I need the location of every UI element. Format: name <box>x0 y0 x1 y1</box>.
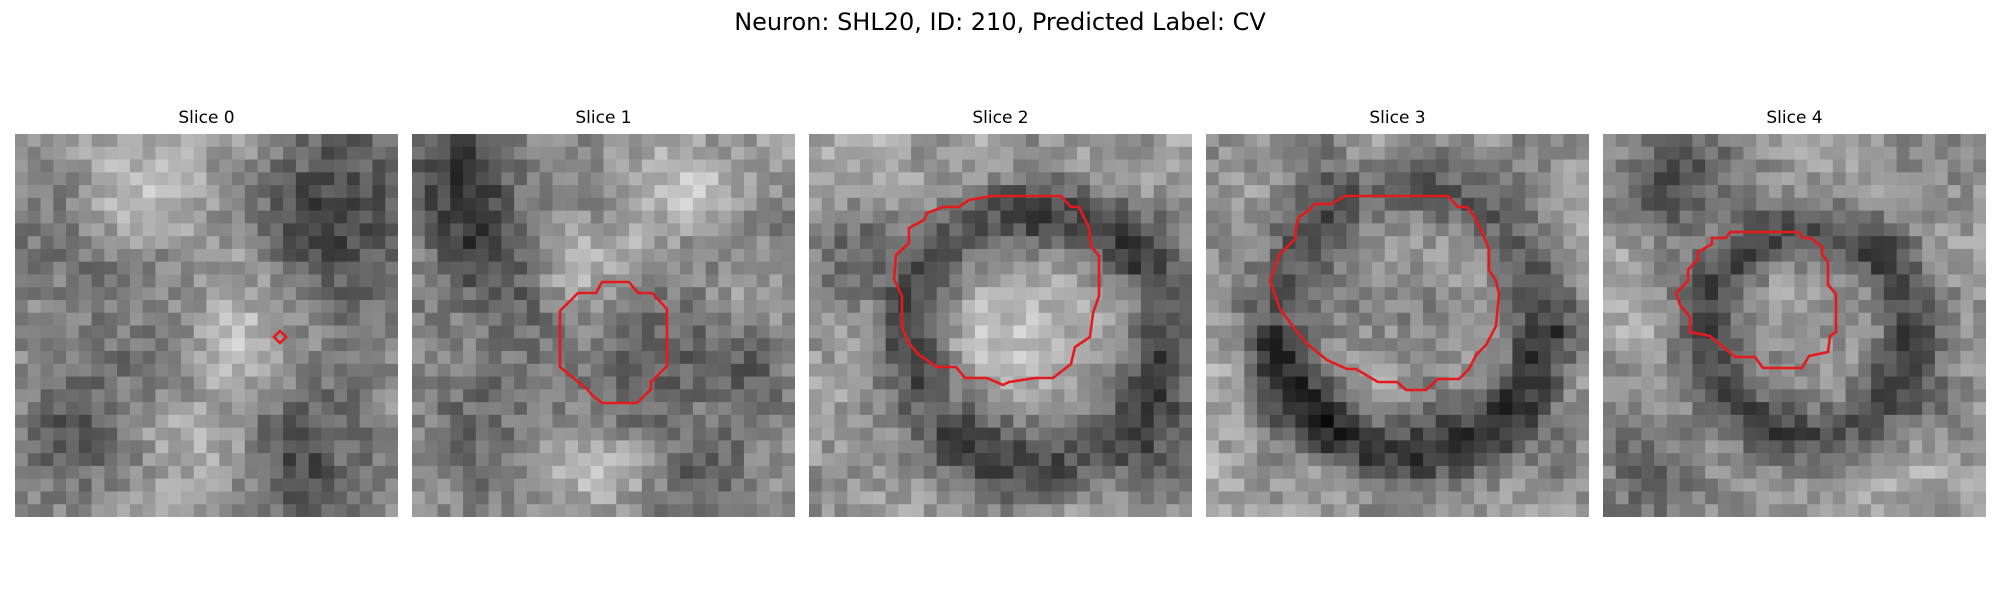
predicted-contour-slice-2 <box>892 194 1101 387</box>
slice-3-image <box>1206 134 1589 517</box>
slice-0-image <box>15 134 398 517</box>
predicted-contour-slice-1 <box>558 280 669 405</box>
panel-title-slice-1: Slice 1 <box>575 108 632 128</box>
panel-title-slice-3: Slice 3 <box>1369 108 1426 128</box>
slice-1-image <box>412 134 795 517</box>
slice-4-image <box>1603 134 1986 517</box>
predicted-contour-slice-4 <box>1674 230 1838 370</box>
figure-title: Neuron: SHL20, ID: 210, Predicted Label:… <box>734 8 1266 36</box>
panel-title-slice-2: Slice 2 <box>972 108 1029 128</box>
predicted-contour-slice-3 <box>1268 194 1501 392</box>
predicted-contour-slice-0 <box>272 329 288 345</box>
panel-title-slice-0: Slice 0 <box>178 108 235 128</box>
panel-title-slice-4: Slice 4 <box>1766 108 1823 128</box>
slice-2-image <box>809 134 1192 517</box>
